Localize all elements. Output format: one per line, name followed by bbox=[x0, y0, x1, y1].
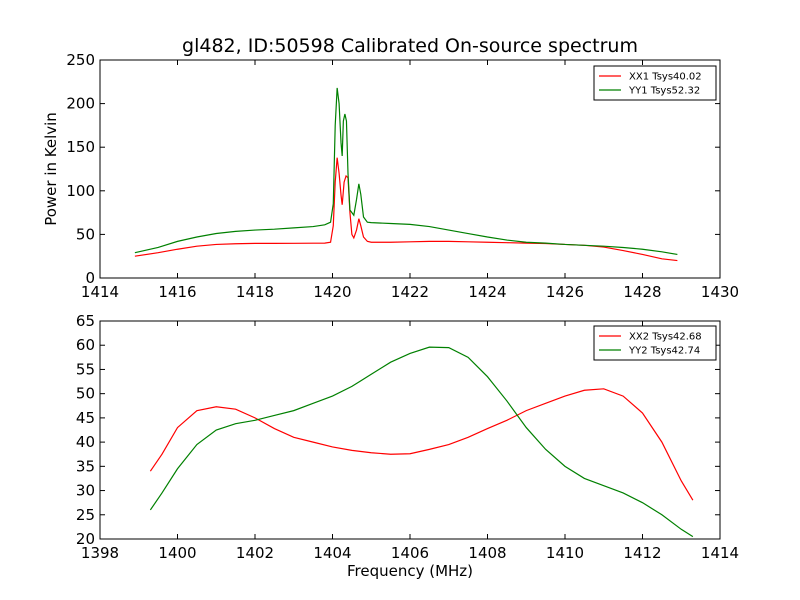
x-tick-label: 1400 bbox=[158, 544, 196, 562]
x-tick-label: 1422 bbox=[391, 283, 429, 301]
x-tick-label: 1402 bbox=[236, 544, 274, 562]
x-tick-label: 1414 bbox=[701, 544, 739, 562]
x-tick-label: 1412 bbox=[623, 544, 661, 562]
y-tick-label: 30 bbox=[76, 482, 95, 500]
legend-label: XX2 Tsys42.68 bbox=[629, 332, 702, 343]
y-tick-label: 200 bbox=[66, 95, 95, 113]
bottom-legend: XX2 Tsys42.68 YY2 Tsys42.74 bbox=[593, 325, 717, 361]
series-line-top-1 bbox=[134, 87, 678, 256]
top-panel-ticks: 1414 1416 1418 1420 1422 1424 1426 1428 1430 0 50 1… bbox=[66, 51, 739, 301]
series-line-bottom-1 bbox=[149, 346, 694, 538]
y-tick-label: 45 bbox=[76, 409, 95, 427]
bottom-xlabel: Frequency (MHz) bbox=[347, 562, 473, 580]
x-tick-label: 1416 bbox=[158, 283, 196, 301]
y-tick-label: 35 bbox=[76, 457, 95, 475]
top-legend: XX1 Tsys40.02 YY1 Tsys52.32 bbox=[593, 65, 717, 101]
y-tick-label: 65 bbox=[76, 312, 95, 330]
x-tick-label: 1408 bbox=[468, 544, 506, 562]
bottom-panel-ticks: 1398 1400 1402 1404 1406 1408 1410 1412 1414 20 25… bbox=[76, 312, 739, 562]
legend-box bbox=[593, 325, 717, 361]
x-tick-label: 1428 bbox=[623, 283, 661, 301]
x-tick-label: 1426 bbox=[546, 283, 584, 301]
y-tick-label: 100 bbox=[66, 182, 95, 200]
x-tick-label: 1418 bbox=[236, 283, 274, 301]
y-tick-label: 60 bbox=[76, 336, 95, 354]
top-panel: 1414 1416 1418 1420 1422 1424 1426 1428 1430 0 50 1… bbox=[42, 51, 739, 301]
x-tick-label: 1414 bbox=[81, 283, 119, 301]
x-tick-label: 1410 bbox=[546, 544, 584, 562]
y-tick-label: 0 bbox=[85, 269, 95, 287]
x-tick-label: 1406 bbox=[391, 544, 429, 562]
figure-title: gl482, ID:50598 Calibrated On-source spe… bbox=[182, 35, 638, 57]
x-tick-label: 1420 bbox=[313, 283, 351, 301]
y-tick-label: 250 bbox=[66, 51, 95, 69]
y-tick-label: 50 bbox=[76, 225, 95, 243]
x-tick-label: 1424 bbox=[468, 283, 506, 301]
y-tick-label: 25 bbox=[76, 506, 95, 524]
bottom-panel-series bbox=[149, 346, 694, 538]
x-tick-label: 1430 bbox=[701, 283, 739, 301]
x-tick-label: 1404 bbox=[313, 544, 351, 562]
legend-box bbox=[593, 65, 717, 101]
y-tick-label: 50 bbox=[76, 385, 95, 403]
x-tick-label: 1398 bbox=[81, 544, 119, 562]
legend-label: YY2 Tsys42.74 bbox=[628, 346, 700, 357]
bottom-panel: 1398 1400 1402 1404 1406 1408 1410 1412 1414 20 25… bbox=[76, 312, 739, 580]
top-panel-series bbox=[134, 87, 678, 262]
y-tick-label: 55 bbox=[76, 360, 95, 378]
legend-label: XX1 Tsys40.02 bbox=[629, 72, 702, 83]
top-ylabel: Power in Kelvin bbox=[42, 112, 60, 226]
series-line-top-0 bbox=[134, 157, 678, 262]
y-tick-label: 40 bbox=[76, 433, 95, 451]
series-line-bottom-0 bbox=[149, 388, 694, 501]
y-tick-label: 150 bbox=[66, 138, 95, 156]
legend-label: YY1 Tsys52.32 bbox=[628, 86, 700, 97]
y-tick-label: 20 bbox=[76, 530, 95, 548]
